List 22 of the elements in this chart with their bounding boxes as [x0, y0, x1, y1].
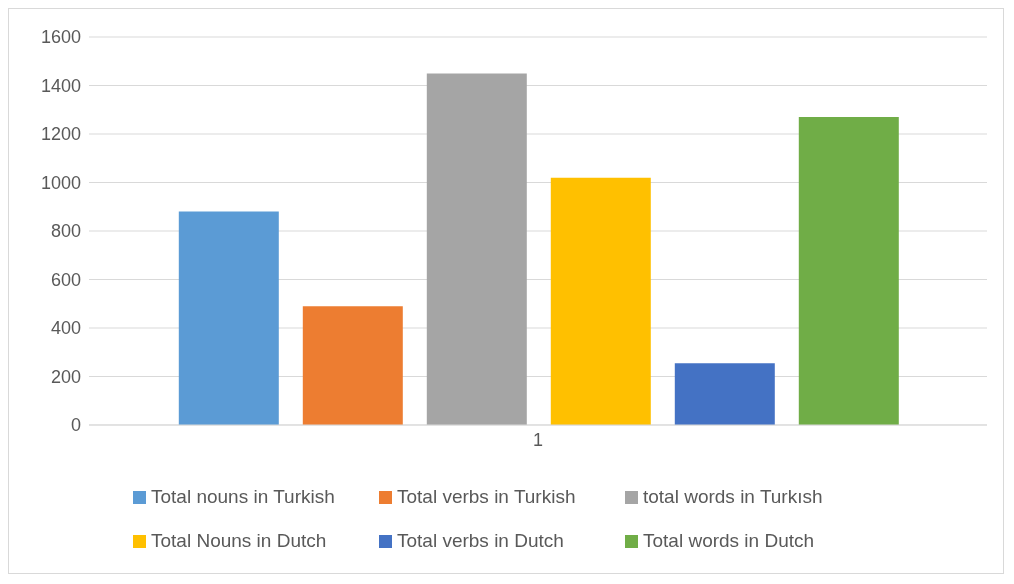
x-tick-label: 1 — [532, 429, 544, 450]
y-tick-label: 1200 — [40, 124, 81, 145]
bar — [550, 177, 651, 425]
legend-label: Total Nouns in Dutch — [151, 529, 327, 553]
legend-label: Total verbs in Turkish — [397, 485, 576, 509]
legend-label: Total words in Dutch — [643, 529, 815, 553]
legend-label: Total verbs in Dutch — [397, 529, 564, 553]
bar — [674, 363, 775, 425]
y-tick-label: 600 — [50, 269, 81, 290]
y-tick-label: 1400 — [40, 75, 81, 96]
y-tick-label: 1000 — [40, 172, 81, 193]
bar — [426, 73, 527, 425]
y-tick-label: 0 — [70, 415, 81, 436]
y-tick-label: 1600 — [40, 27, 81, 48]
y-tick-label: 200 — [50, 366, 81, 387]
bar — [798, 117, 899, 425]
bar — [178, 211, 279, 425]
legend-label: Total nouns in Turkish — [151, 485, 335, 509]
bar — [302, 306, 403, 425]
y-tick-label: 800 — [50, 221, 81, 242]
y-tick-label: 400 — [50, 318, 81, 339]
legend-label: total words in Turkısh — [643, 485, 823, 509]
